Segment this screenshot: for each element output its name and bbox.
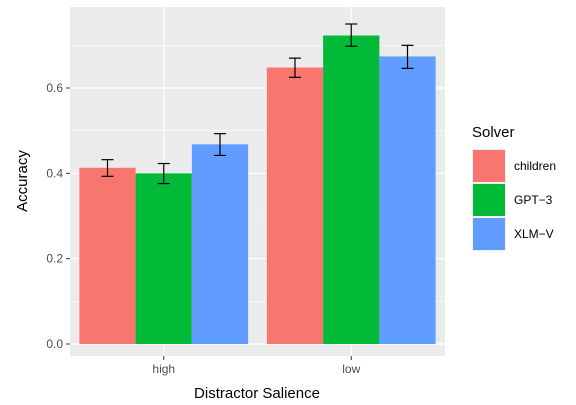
y-axis-title: Accuracy xyxy=(14,150,31,212)
bar-low-2 xyxy=(379,56,436,344)
legend-key-swatch xyxy=(473,218,505,250)
bar-high-2 xyxy=(191,144,249,344)
bar-low-0 xyxy=(266,67,324,345)
y-axis: 0.0 0.2 0.4 0.6 xyxy=(46,81,70,351)
bar-high-0 xyxy=(79,167,136,344)
error-bars xyxy=(101,23,414,185)
legend-title: Solver xyxy=(472,124,515,141)
legend-key-swatch xyxy=(473,184,505,216)
legend-label: children xyxy=(514,159,556,173)
x-tick-label: high xyxy=(152,362,175,376)
legend: Solver children GPT−3 XLM−V xyxy=(472,124,556,251)
legend-label: GPT−3 xyxy=(514,193,553,207)
x-axis-title: Distractor Salience xyxy=(194,385,320,402)
bars xyxy=(79,35,436,345)
bar-high-1 xyxy=(135,173,192,344)
x-axis: high low xyxy=(152,356,361,376)
bar-low-1 xyxy=(323,35,380,345)
y-tick-label: 0.4 xyxy=(46,166,63,180)
x-tick-label: low xyxy=(342,362,360,376)
y-tick-label: 0.0 xyxy=(46,337,63,351)
legend-label: XLM−V xyxy=(514,227,554,241)
y-tick-label: 0.6 xyxy=(46,81,63,95)
legend-key-swatch xyxy=(473,150,505,182)
y-tick-label: 0.2 xyxy=(46,252,63,266)
